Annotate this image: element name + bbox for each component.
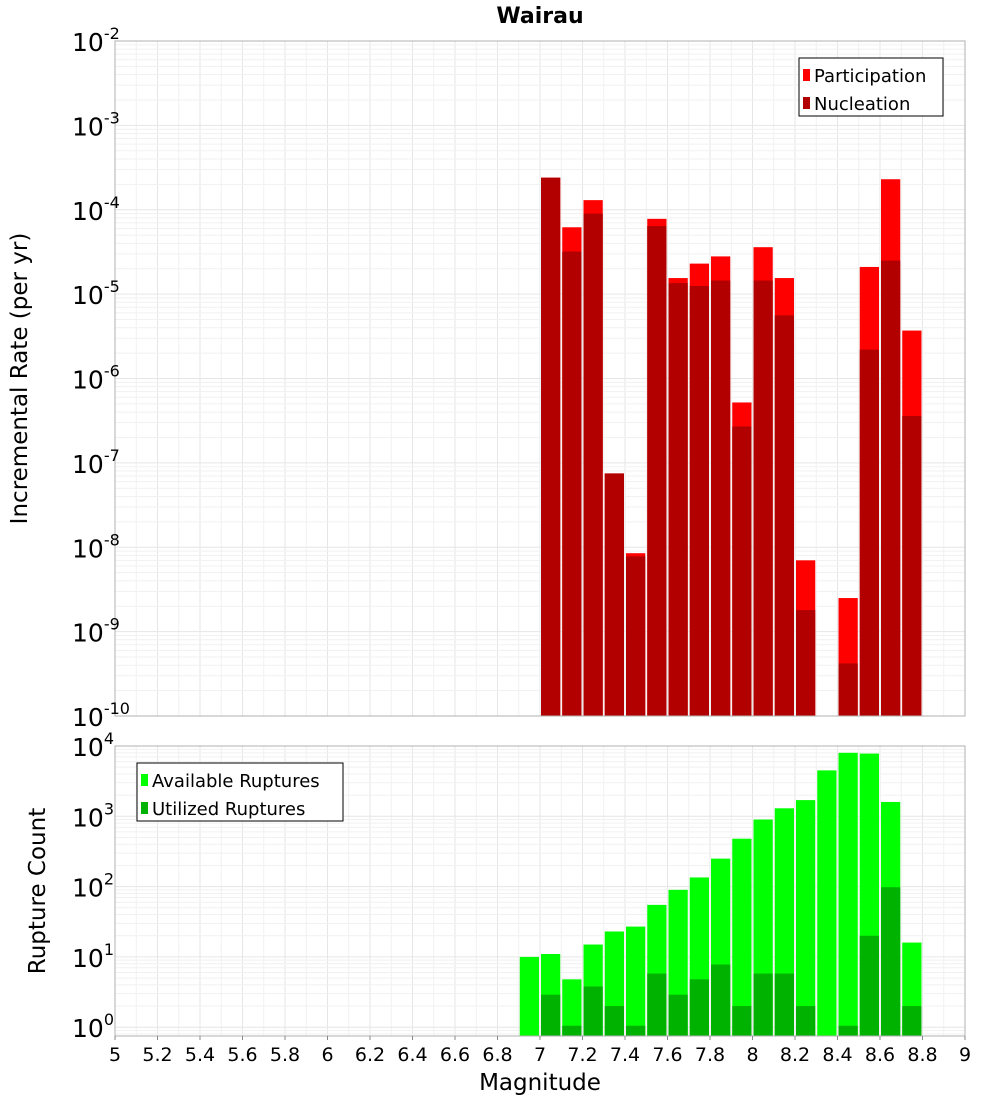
y-tick-label: 104 [72,729,114,762]
bar [689,979,709,1036]
y-tick-label: 10-7 [72,446,120,479]
bar [902,415,922,716]
bar [774,315,794,716]
y-tick-label: 100 [72,1010,114,1043]
bar [753,973,773,1036]
legend: Participation Nucleation [798,57,944,117]
bar [562,979,582,1036]
bar [881,887,901,1036]
bar [838,663,858,716]
bar [796,610,816,716]
bar [732,426,752,716]
series-nucleation [541,177,922,717]
bar [562,1025,582,1036]
bar [796,800,816,1036]
y-tick-label: 101 [72,940,114,973]
x-tick-label: 6.6 [440,1044,470,1066]
x-tick-label: 5.6 [227,1044,257,1066]
x-tick-label: 5 [109,1044,121,1066]
chart-title: Wairau [496,4,583,29]
bar [604,1006,624,1036]
y-tick-label: 10-6 [72,362,120,395]
bar [902,1006,922,1036]
y-tick-label: 10-5 [72,277,120,310]
legend-swatch [141,802,148,814]
legend-entry: Available Ruptures [152,771,320,792]
y-tick-label: 10-9 [72,615,120,648]
legend-swatch [803,69,810,81]
legend-box [136,762,344,822]
bar [583,986,603,1036]
x-tick-label: 8 [746,1044,758,1066]
y-tick-label: 10-10 [72,699,130,732]
x-tick-label: 7.8 [695,1044,725,1066]
bar [626,556,646,716]
plot-frame [114,40,966,717]
bar [711,964,731,1036]
bar [817,770,837,1036]
x-tick-label: 7.6 [652,1044,682,1066]
x-tick-label: 6.2 [355,1044,385,1066]
bar [859,935,879,1036]
x-tick-label: 5.2 [142,1044,172,1066]
x-tick-label: 6 [321,1044,333,1066]
bar [774,973,794,1036]
bar [796,1006,816,1036]
legend: Available Ruptures Utilized Ruptures [136,762,344,822]
x-tick-label: 7.2 [567,1044,597,1066]
bar [647,973,667,1036]
y-axis-label: Rupture Count [25,808,51,974]
bar [541,994,561,1036]
x-tick-label: 5.8 [270,1044,300,1066]
x-tick-label: 6.8 [482,1044,512,1066]
series-utilized-ruptures [541,887,922,1036]
bar [689,285,709,716]
bar [838,1025,858,1036]
bar [732,838,752,1036]
bar [881,260,901,716]
bar [562,251,582,716]
legend-entry: Nucleation [814,94,910,115]
legend-swatch [803,97,810,109]
x-tick-label: 7 [534,1044,546,1066]
x-tick-label: 8.4 [822,1044,852,1066]
legend-swatch [141,774,148,786]
bar [583,213,603,717]
x-tick-label: 8.8 [907,1044,937,1066]
bar [668,994,688,1036]
bar [711,280,731,716]
x-tick-label: 6.4 [397,1044,427,1066]
bar [732,1006,752,1036]
y-tick-label: 10-3 [72,108,120,141]
x-tick-label: 7.4 [610,1044,640,1066]
y-tick-label: 10-4 [72,193,120,226]
bar [753,280,773,716]
panel-2: 104 103 102 101 100 Rupture Count Available Ru… [25,729,966,1043]
y-tick-label: 103 [72,799,114,832]
bar [838,752,858,1036]
x-tick-label: 5.4 [185,1044,215,1066]
bar [859,349,879,716]
x-tick-label: 8.6 [865,1044,895,1066]
y-tick-label: 10-8 [72,530,120,563]
x-axis-label: Magnitude [479,1070,601,1096]
x-tick-label: 9 [959,1044,971,1066]
y-tick-label: 102 [72,870,114,903]
bar [668,283,688,716]
bar [626,926,646,1036]
x-tick-label: 8.2 [780,1044,810,1066]
panel-1: 10-2 10-3 10-4 10-5 10-6 10-7 10-8 10-9 10-10 Inc… [7,24,966,732]
y-tick-label: 10-2 [72,24,120,57]
bar [541,177,561,716]
bar [626,1025,646,1036]
bar [519,956,539,1036]
bar [647,226,667,716]
legend-entry: Participation [814,66,926,87]
legend-entry: Utilized Ruptures [152,799,305,820]
y-axis-label: Incremental Rate (per yr) [7,233,33,525]
legend-box [798,57,944,117]
bar [604,473,624,716]
